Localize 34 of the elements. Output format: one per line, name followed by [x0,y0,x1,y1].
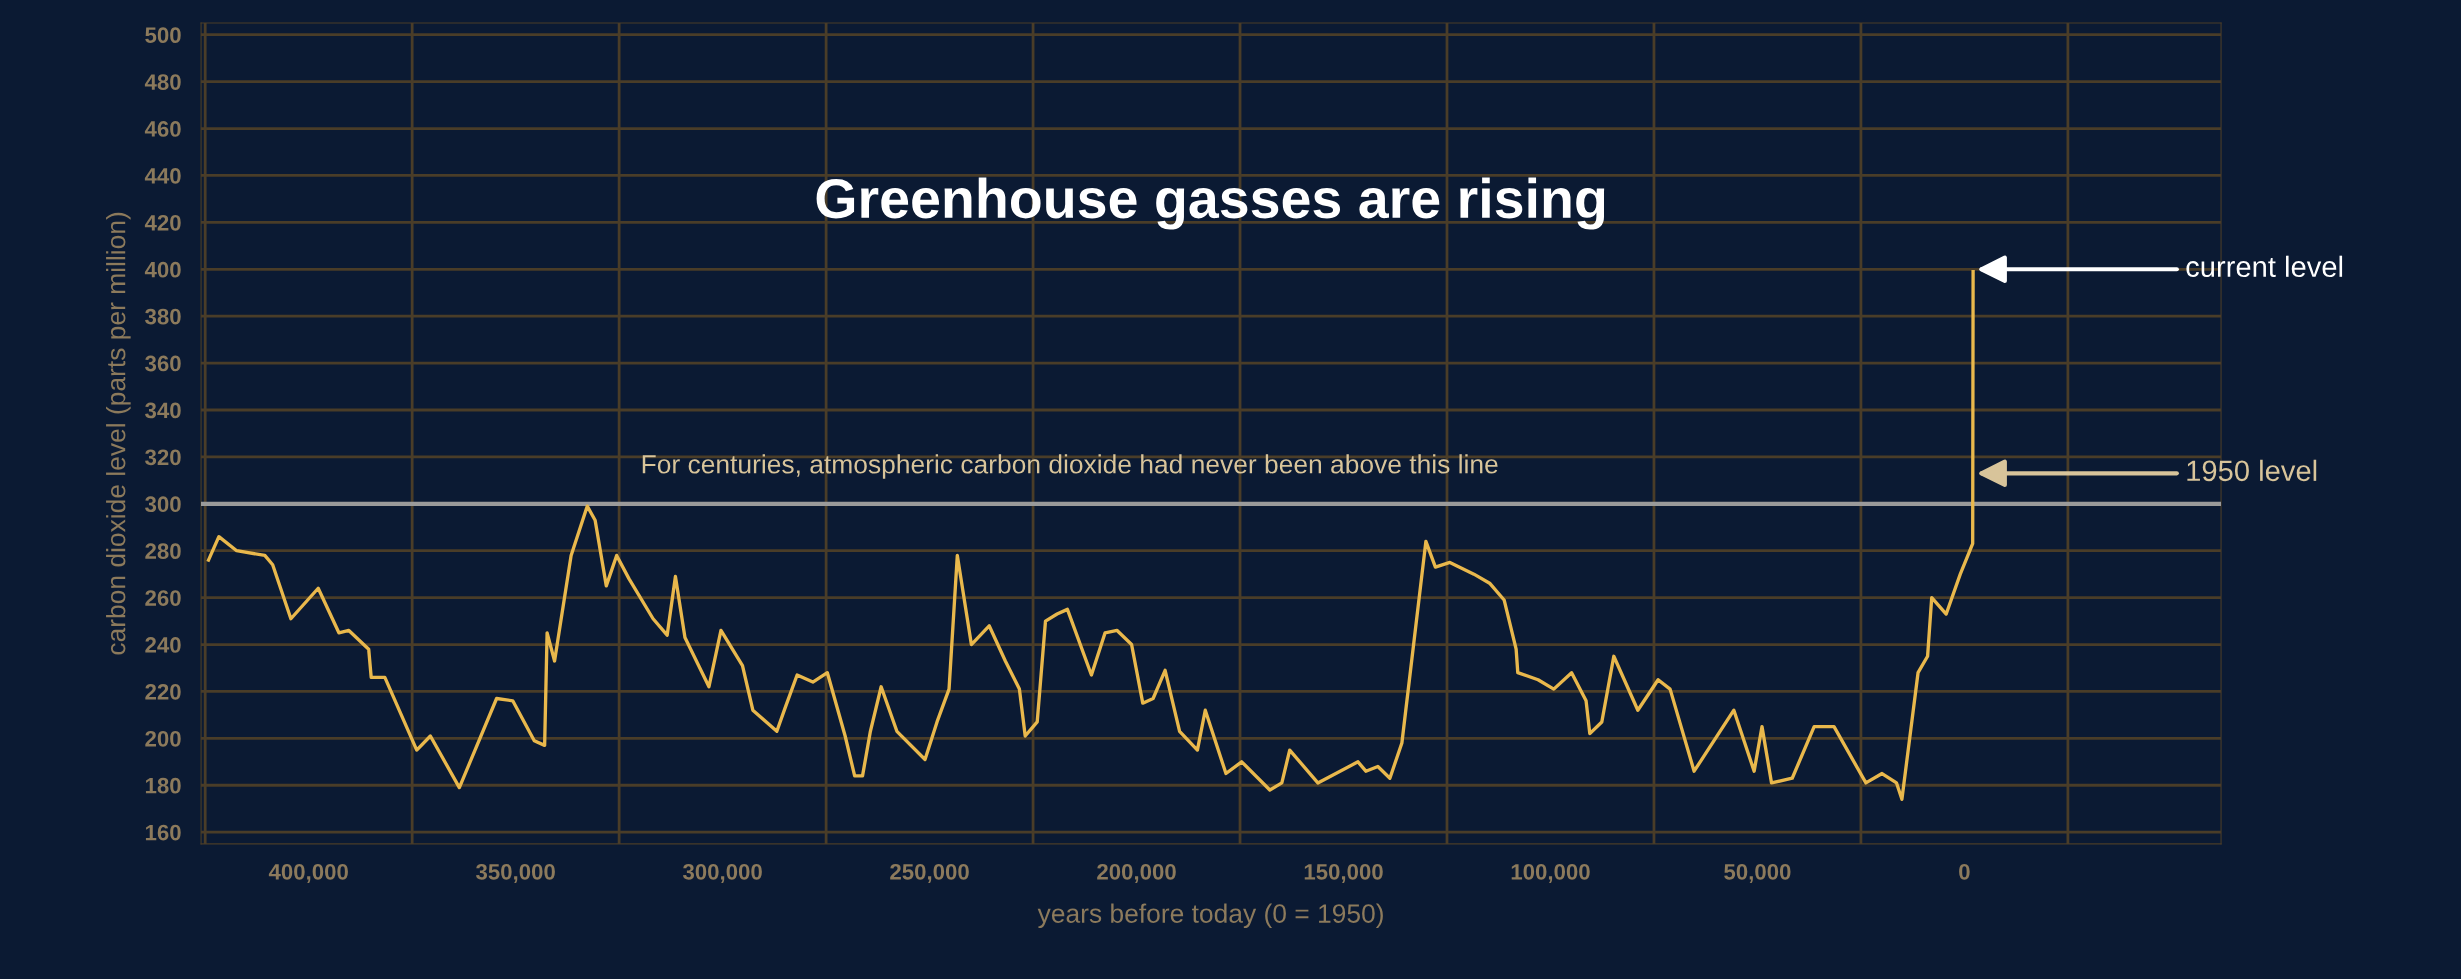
y-tick-label: 260 [145,590,181,606]
y-tick-label: 500 [145,27,181,43]
y-tick-label: 200 [145,730,181,747]
ref-line-label: For centuries, atmospheric carbon dioxide had never been above this line [642,454,1498,479]
x-tick-label: 400,000 [268,863,348,883]
y-axis-title: carbon dioxide level (parts per million) [106,212,131,655]
y-tick-label: 180 [145,777,181,794]
y-tick-label: 340 [145,402,181,419]
x-tick-label: 100,000 [1511,863,1590,883]
y-tick-label: 480 [144,74,181,90]
x-tick-label: 0 [1959,863,1970,880]
y-tick-label: 320 [145,449,181,466]
y-tick-label: 440 [144,167,181,184]
y-tick-label: 380 [145,308,181,325]
y-tick-label: 280 [145,543,181,559]
x-tick-label: 250,000 [890,863,969,883]
x-tick-label: 200,000 [1097,863,1176,883]
x-tick-label: 300,000 [682,863,762,883]
x-tick-label: 50,000 [1724,863,1791,883]
annotation: 1950 level [2187,459,2317,482]
y-tick-label: 160 [145,824,181,841]
x-axis-title: years before today (0 = 1950) [1037,903,1383,929]
y-tick-label: 400 [144,261,181,278]
y-tick-label: 360 [145,355,181,372]
y-tick-label: 220 [145,683,181,700]
x-tick-label: 350,000 [476,863,555,883]
text: Greenhouse gasses are rising [816,177,1605,230]
x-tick-label: 150,000 [1304,863,1383,883]
y-tick-label: 300 [145,496,181,513]
y-tick-label: 240 [145,637,181,653]
annotation: current level [2186,255,2343,278]
y-tick-label: 420 [144,214,181,231]
line-series [206,269,1975,802]
y-tick-label: 460 [144,121,181,137]
